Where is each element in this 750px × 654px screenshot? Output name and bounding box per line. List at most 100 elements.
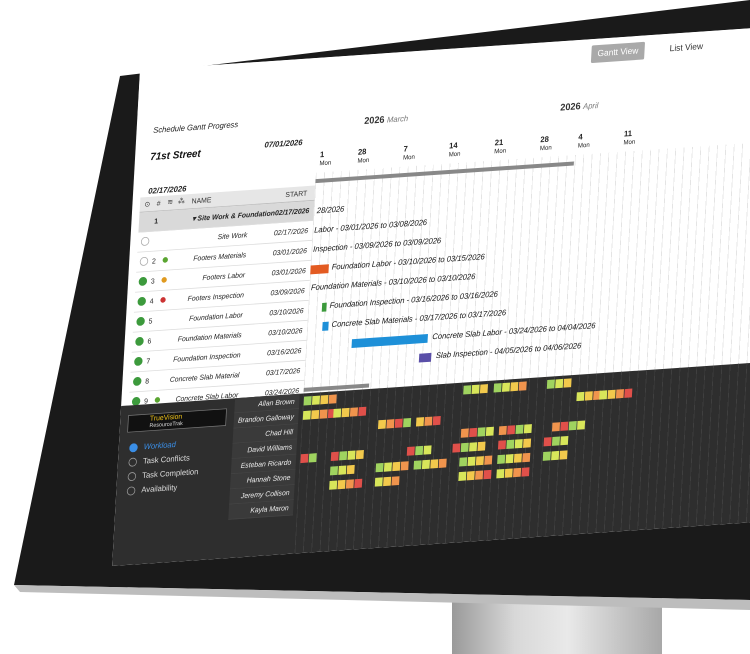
week-header: 1 Mon xyxy=(319,150,332,167)
workload-cell xyxy=(607,389,616,400)
workload-cell xyxy=(501,382,511,392)
workload-cell xyxy=(329,480,338,490)
workload-cell xyxy=(424,416,433,426)
workload-cell xyxy=(320,395,329,405)
workload-cell xyxy=(523,424,532,434)
workload-cell xyxy=(551,450,560,461)
workload-cell xyxy=(438,458,447,468)
workload-cell xyxy=(349,407,358,417)
workload-cell xyxy=(493,383,502,393)
workload-cell xyxy=(510,382,519,392)
workload-cell xyxy=(477,441,486,451)
row-name: Foundation Inspection xyxy=(173,350,241,364)
check-icon[interactable] xyxy=(133,356,143,367)
workload-cell xyxy=(392,461,401,472)
check-icon[interactable] xyxy=(140,236,150,247)
workload-cell xyxy=(497,440,507,450)
workload-cell xyxy=(507,425,516,435)
workload-cell xyxy=(383,462,392,472)
gantt-timeline: 2026 March 2026 April 1 Mon 28 Mon 7 Mon 14 Mon… xyxy=(302,62,750,456)
workload-cell xyxy=(624,388,633,398)
workload-cell xyxy=(375,462,384,473)
workload-cell xyxy=(484,455,493,465)
check-icon[interactable] xyxy=(139,256,149,267)
workload-cell xyxy=(466,471,475,481)
workload-cell xyxy=(330,451,339,461)
workload-cell xyxy=(463,385,472,395)
workload-cell xyxy=(400,461,409,471)
row-start: 03/01/2026 xyxy=(272,246,308,257)
week-header: 21 Mon xyxy=(494,138,507,155)
menu-availability[interactable]: Availability xyxy=(126,483,178,496)
workload-cell xyxy=(469,427,478,438)
radio-icon xyxy=(126,486,136,496)
workload-cell xyxy=(513,453,522,463)
row-name: Footers Inspection xyxy=(187,290,245,303)
check-icon[interactable] xyxy=(138,276,148,287)
priority-header-icon: ≋ xyxy=(167,197,174,207)
workload-cell xyxy=(386,419,395,429)
workload-cell xyxy=(515,424,524,435)
workload-cell xyxy=(347,450,356,460)
workload-cell xyxy=(328,394,337,404)
gantt-view-button[interactable]: Gantt View xyxy=(590,41,646,64)
workload-cell xyxy=(467,456,476,466)
workload-cell xyxy=(521,467,530,477)
workload-cell xyxy=(542,451,551,461)
workload-cell xyxy=(518,381,527,391)
row-start: 03/10/2026 xyxy=(269,306,304,317)
workload-cell xyxy=(374,477,383,487)
workload-cell xyxy=(423,445,432,455)
check-icon[interactable] xyxy=(132,376,142,387)
workload-cell xyxy=(475,456,484,466)
workload-cell xyxy=(551,422,561,432)
project-name: 71st Street xyxy=(149,147,202,163)
workload-cell xyxy=(339,451,348,461)
row-num: 8 xyxy=(144,376,150,386)
radio-icon xyxy=(129,443,138,453)
menu-task-conflicts[interactable]: Task Conflicts xyxy=(128,454,190,467)
app-screen: Gantt View List View Schedule Gantt Prog… xyxy=(112,16,750,566)
check-icon[interactable] xyxy=(137,296,147,307)
workload-cell xyxy=(377,419,387,430)
row-start: 03/10/2026 xyxy=(268,326,303,337)
workload-cell xyxy=(475,470,484,480)
workload-cell xyxy=(496,469,505,479)
workload-cell xyxy=(563,378,572,388)
row-num: 1 xyxy=(153,216,159,226)
menu-workload[interactable]: Workload xyxy=(129,440,176,453)
row-name: Footers Labor xyxy=(202,270,246,282)
workload-cell xyxy=(555,378,564,389)
week-header: 7 Mon xyxy=(402,144,416,162)
workload-cell xyxy=(430,459,439,469)
gantt-bar[interactable] xyxy=(310,264,329,275)
workload-cell xyxy=(394,418,403,428)
workload-cell xyxy=(506,439,515,449)
year-header-april: 2026 April xyxy=(560,100,599,113)
row-num: 6 xyxy=(147,336,152,346)
person-row[interactable]: Kayla Maron xyxy=(228,500,294,520)
gantt-bar[interactable] xyxy=(322,321,329,331)
radio-icon xyxy=(128,457,138,467)
end-date: 07/01/2026 xyxy=(264,138,303,150)
workload-cell xyxy=(341,407,350,418)
check-icon[interactable] xyxy=(136,316,146,327)
check-header-icon: ⊙ xyxy=(144,199,151,209)
menu-task-completion[interactable]: Task Completion xyxy=(127,468,199,482)
row-name: Site Work xyxy=(217,230,248,241)
check-icon[interactable] xyxy=(135,336,144,347)
gantt-bar[interactable] xyxy=(321,302,327,312)
workload-cell xyxy=(300,453,309,464)
workload-cell xyxy=(522,452,531,463)
truevision-logo: TrueVision ResourceTrak xyxy=(127,408,227,433)
start-header[interactable]: START xyxy=(285,189,308,199)
list-view-button[interactable]: List View xyxy=(669,41,704,54)
gantt-bar[interactable] xyxy=(418,352,432,363)
workload-cell xyxy=(551,436,560,446)
workload-cell xyxy=(459,457,468,467)
workload-cell xyxy=(568,421,577,431)
workload-cell xyxy=(460,428,469,438)
row-num: 3 xyxy=(150,276,155,286)
name-header[interactable]: NAME xyxy=(191,195,212,206)
status-dot-icon xyxy=(154,396,161,403)
